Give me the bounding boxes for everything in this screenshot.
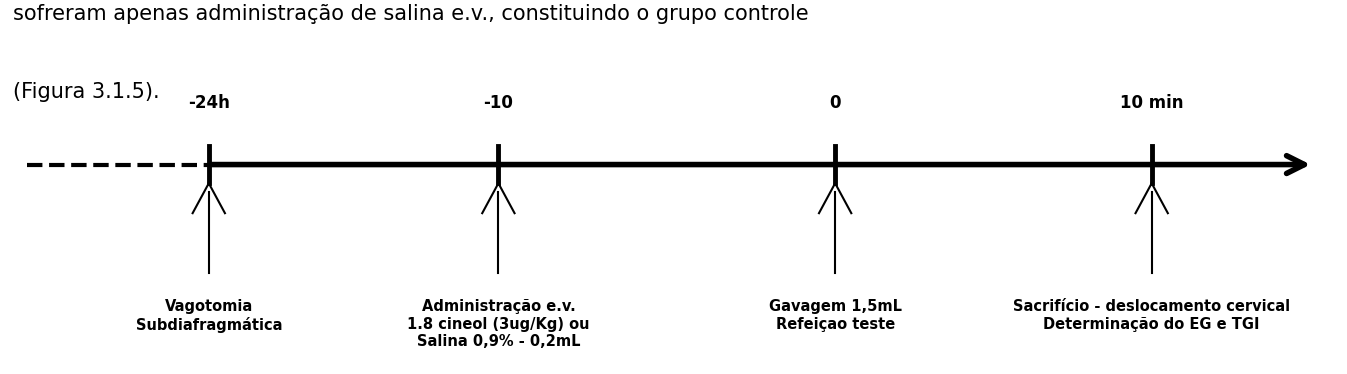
Text: Administração e.v.
1.8 cineol (3ug/Kg) ou
Salina 0,9% - 0,2mL: Administração e.v. 1.8 cineol (3ug/Kg) o… <box>407 299 590 349</box>
Text: sofreram apenas administração de salina e.v., constituindo o grupo controle: sofreram apenas administração de salina … <box>13 4 810 24</box>
Text: (Figura 3.1.5).: (Figura 3.1.5). <box>13 82 160 102</box>
Text: Gavagem 1,5mL
Refeiçao teste: Gavagem 1,5mL Refeiçao teste <box>769 299 901 332</box>
Text: 0: 0 <box>830 94 841 112</box>
Text: -10: -10 <box>484 94 513 112</box>
Text: -24h: -24h <box>187 94 230 112</box>
Text: 10 min: 10 min <box>1119 94 1184 112</box>
Text: Sacrifício - deslocamento cervical
Determinação do EG e TGI: Sacrifício - deslocamento cervical Deter… <box>1013 299 1290 332</box>
Text: Vagotomia
Subdiafragmática: Vagotomia Subdiafragmática <box>136 299 282 333</box>
